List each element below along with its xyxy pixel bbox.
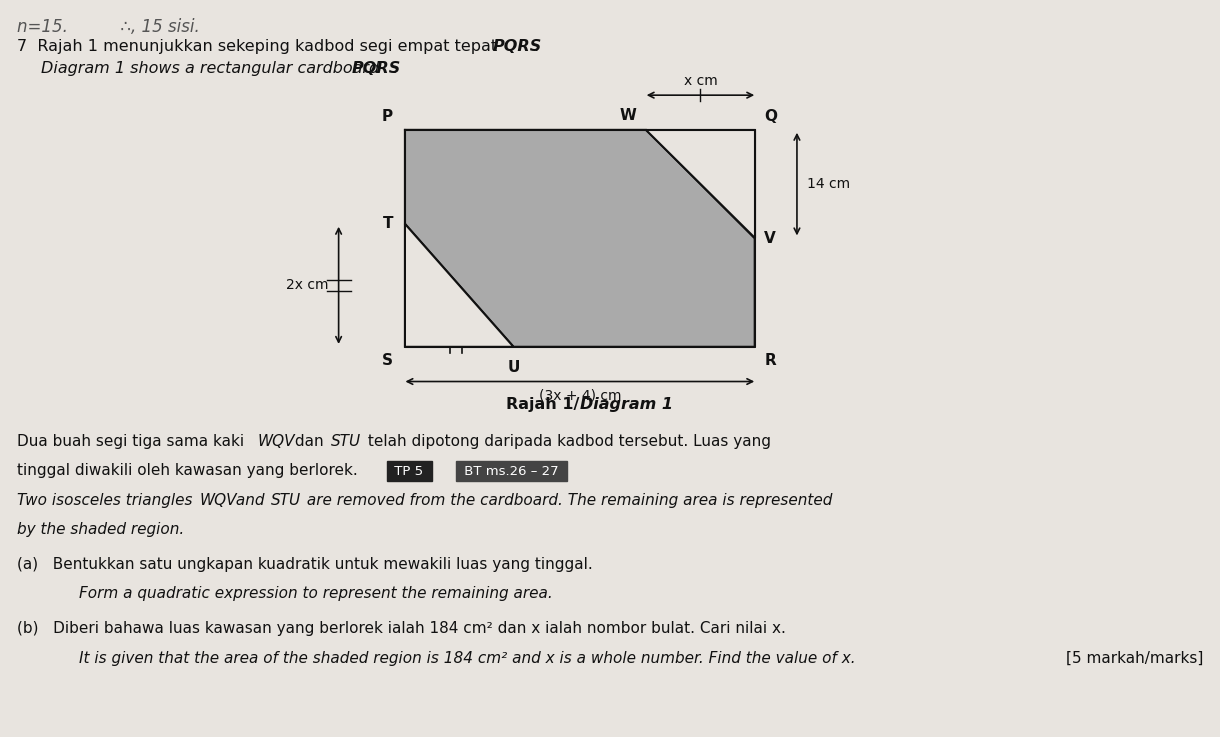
Text: .: . bbox=[392, 61, 396, 76]
Text: R: R bbox=[765, 352, 776, 368]
Text: WQV: WQV bbox=[200, 492, 238, 508]
Text: PQRS: PQRS bbox=[493, 40, 542, 55]
Text: TP 5: TP 5 bbox=[390, 464, 428, 478]
Text: 2x cm: 2x cm bbox=[287, 279, 329, 293]
Text: Two isosceles triangles: Two isosceles triangles bbox=[17, 492, 196, 508]
Text: It is given that the area of the shaded region is 184 cm² and x is a whole numbe: It is given that the area of the shaded … bbox=[79, 651, 856, 666]
Text: Diagram 1 shows a rectangular cardboard: Diagram 1 shows a rectangular cardboard bbox=[40, 61, 384, 76]
Text: Q: Q bbox=[765, 109, 777, 124]
Text: S: S bbox=[382, 352, 393, 368]
Text: 7  Rajah 1 menunjukkan sekeping kadbod segi empat tepat: 7 Rajah 1 menunjukkan sekeping kadbod se… bbox=[17, 40, 501, 55]
Text: Dua buah segi tiga sama kaki: Dua buah segi tiga sama kaki bbox=[17, 433, 249, 449]
Polygon shape bbox=[647, 130, 755, 238]
Text: STU: STU bbox=[332, 433, 361, 449]
Text: T: T bbox=[382, 217, 393, 231]
Text: (b)   Diberi bahawa luas kawasan yang berlorek ialah 184 cm² dan x ialah nombor : (b) Diberi bahawa luas kawasan yang berl… bbox=[17, 621, 786, 636]
Text: WQV: WQV bbox=[257, 433, 295, 449]
Text: W: W bbox=[620, 108, 637, 122]
Text: by the shaded region.: by the shaded region. bbox=[17, 522, 184, 537]
Text: [5 markah/marks]: [5 markah/marks] bbox=[1066, 651, 1203, 666]
Polygon shape bbox=[405, 130, 755, 347]
Text: dan: dan bbox=[290, 433, 329, 449]
Text: (3x + 4) cm: (3x + 4) cm bbox=[538, 388, 621, 402]
Text: tinggal diwakili oleh kawasan yang berlorek.: tinggal diwakili oleh kawasan yang berlo… bbox=[17, 463, 362, 478]
Text: Form a quadratic expression to represent the remaining area.: Form a quadratic expression to represent… bbox=[79, 587, 553, 601]
Text: V: V bbox=[765, 231, 776, 246]
Text: and: and bbox=[232, 492, 270, 508]
Text: BT ms.26 – 27: BT ms.26 – 27 bbox=[460, 464, 564, 478]
Text: are removed from the cardboard. The remaining area is represented: are removed from the cardboard. The rema… bbox=[303, 492, 833, 508]
Text: (a)   Bentukkan satu ungkapan kuadratik untuk mewakili luas yang tinggal.: (a) Bentukkan satu ungkapan kuadratik un… bbox=[17, 556, 593, 572]
Text: STU: STU bbox=[271, 492, 301, 508]
Text: n=15.          ∴, 15 sisi.: n=15. ∴, 15 sisi. bbox=[17, 18, 199, 36]
Text: .: . bbox=[533, 40, 538, 55]
Text: Rajah 1/: Rajah 1/ bbox=[506, 397, 580, 413]
Text: telah dipotong daripada kadbod tersebut. Luas yang: telah dipotong daripada kadbod tersebut.… bbox=[362, 433, 771, 449]
Text: Diagram 1: Diagram 1 bbox=[580, 397, 673, 413]
Text: 14 cm: 14 cm bbox=[806, 177, 849, 191]
Text: U: U bbox=[508, 360, 520, 375]
Polygon shape bbox=[405, 224, 514, 347]
Text: P: P bbox=[382, 109, 393, 124]
Text: x cm: x cm bbox=[683, 74, 717, 88]
Text: PQRS: PQRS bbox=[351, 61, 401, 76]
